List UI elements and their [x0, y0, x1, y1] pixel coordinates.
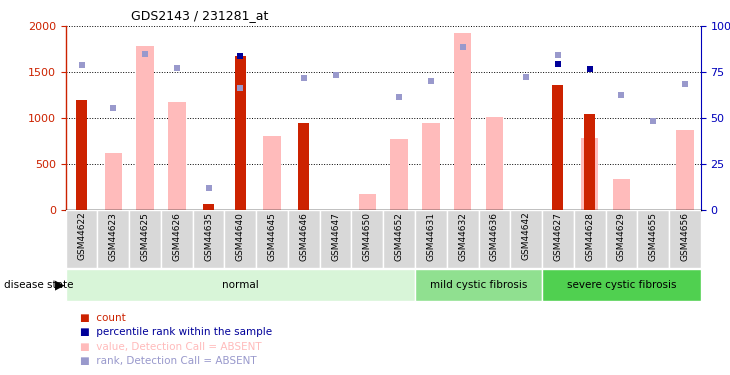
Bar — [676, 130, 694, 210]
Text: disease state: disease state — [4, 280, 73, 290]
Bar — [235, 56, 246, 210]
Bar — [478, 210, 510, 268]
Bar — [76, 100, 87, 210]
Bar — [637, 210, 669, 268]
Bar — [264, 136, 281, 210]
Bar — [288, 210, 320, 268]
Bar — [224, 210, 256, 268]
Text: GSM44646: GSM44646 — [299, 212, 308, 261]
Bar — [584, 114, 595, 210]
Bar — [129, 210, 161, 268]
Bar — [137, 46, 154, 210]
Text: GSM44632: GSM44632 — [458, 212, 467, 261]
Bar — [66, 210, 98, 268]
Bar — [542, 269, 701, 301]
Text: mild cystic fibrosis: mild cystic fibrosis — [430, 280, 527, 290]
Text: GSM44622: GSM44622 — [77, 212, 86, 261]
Bar — [161, 210, 193, 268]
Bar — [66, 269, 415, 301]
Text: GSM44647: GSM44647 — [331, 212, 340, 261]
Bar — [299, 123, 310, 210]
Bar — [669, 210, 701, 268]
Text: GDS2143 / 231281_at: GDS2143 / 231281_at — [131, 9, 269, 22]
Text: GSM44626: GSM44626 — [172, 212, 181, 261]
Text: GSM44645: GSM44645 — [268, 212, 277, 261]
Bar — [553, 85, 564, 210]
Bar — [383, 210, 415, 268]
Text: severe cystic fibrosis: severe cystic fibrosis — [566, 280, 676, 290]
Bar — [104, 153, 122, 210]
Bar — [98, 210, 129, 268]
Text: ▶: ▶ — [55, 279, 64, 291]
Bar — [168, 102, 185, 210]
Bar — [415, 269, 542, 301]
Text: ■  value, Detection Call = ABSENT: ■ value, Detection Call = ABSENT — [80, 342, 262, 352]
Text: ■  percentile rank within the sample: ■ percentile rank within the sample — [80, 327, 272, 338]
Bar — [485, 117, 503, 210]
Bar — [193, 210, 224, 268]
Bar — [612, 179, 630, 210]
Text: GSM44623: GSM44623 — [109, 212, 118, 261]
Text: GSM44650: GSM44650 — [363, 212, 372, 261]
Bar — [203, 204, 214, 210]
Bar — [415, 210, 447, 268]
Text: GSM44636: GSM44636 — [490, 212, 499, 261]
Bar — [542, 210, 574, 268]
Bar — [510, 210, 542, 268]
Text: GSM44642: GSM44642 — [522, 212, 531, 261]
Bar — [447, 210, 478, 268]
Text: GSM44635: GSM44635 — [204, 212, 213, 261]
Text: GSM44656: GSM44656 — [680, 212, 689, 261]
Bar — [581, 138, 599, 210]
Bar — [391, 139, 408, 210]
Bar — [422, 123, 439, 210]
Bar — [454, 33, 472, 210]
Text: GSM44628: GSM44628 — [585, 212, 594, 261]
Text: normal: normal — [222, 280, 258, 290]
Text: GSM44640: GSM44640 — [236, 212, 245, 261]
Text: ■  rank, Detection Call = ABSENT: ■ rank, Detection Call = ABSENT — [80, 356, 257, 366]
Bar — [574, 210, 606, 268]
Text: GSM44627: GSM44627 — [553, 212, 562, 261]
Text: GSM44629: GSM44629 — [617, 212, 626, 261]
Text: ■  count: ■ count — [80, 313, 126, 323]
Text: GSM44625: GSM44625 — [141, 212, 150, 261]
Bar — [606, 210, 637, 268]
Text: GSM44655: GSM44655 — [649, 212, 658, 261]
Text: GSM44652: GSM44652 — [395, 212, 404, 261]
Bar — [320, 210, 351, 268]
Text: GSM44631: GSM44631 — [426, 212, 435, 261]
Bar — [358, 194, 376, 210]
Bar — [256, 210, 288, 268]
Bar — [351, 210, 383, 268]
